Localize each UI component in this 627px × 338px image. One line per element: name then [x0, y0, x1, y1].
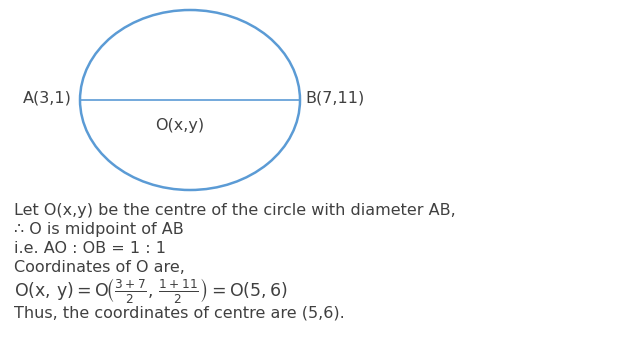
Text: ∴ O is midpoint of AB: ∴ O is midpoint of AB — [14, 222, 184, 237]
Text: O(x,y): O(x,y) — [155, 118, 204, 133]
Text: Let O(x,y) be the centre of the circle with diameter AB,: Let O(x,y) be the centre of the circle w… — [14, 203, 456, 218]
Text: Thus, the coordinates of centre are (5,6).: Thus, the coordinates of centre are (5,6… — [14, 305, 345, 320]
Text: Coordinates of O are,: Coordinates of O are, — [14, 260, 185, 275]
Text: A(3,1): A(3,1) — [23, 91, 72, 105]
Text: i.e. AO : OB = 1 : 1: i.e. AO : OB = 1 : 1 — [14, 241, 166, 256]
Text: $\mathregular{O(x,\, y) = O\!\left(\frac{3+7}{2},\, \frac{1+11}{2}\right) = O(5,: $\mathregular{O(x,\, y) = O\!\left(\frac… — [14, 276, 288, 305]
Text: B(7,11): B(7,11) — [305, 91, 364, 105]
